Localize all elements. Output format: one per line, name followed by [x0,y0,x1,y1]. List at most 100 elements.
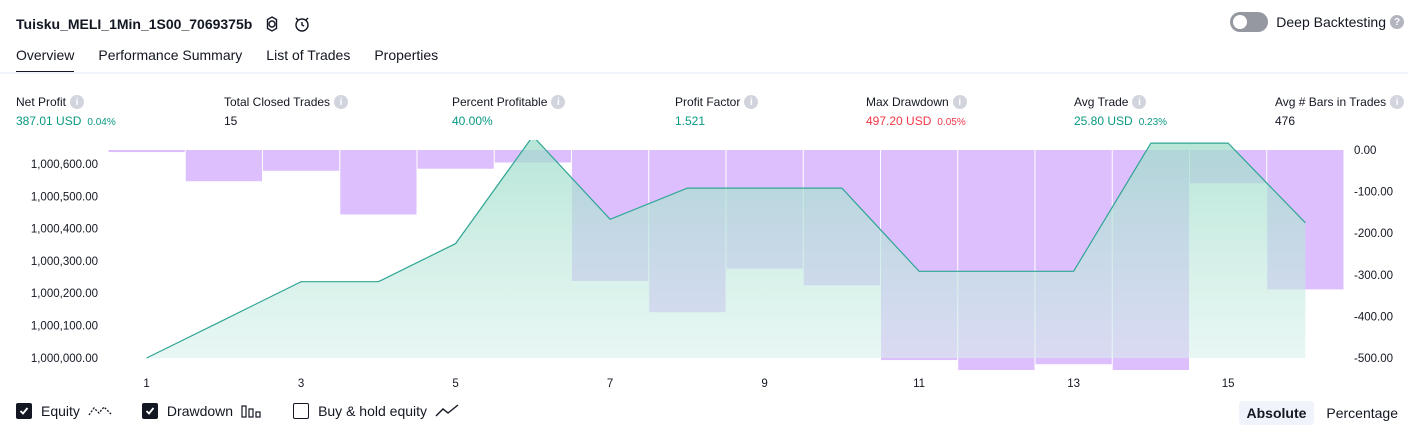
metric-value-text: 476 [1275,114,1296,128]
x-tick-label: 15 [1222,378,1235,390]
metric-value: 476 [1275,114,1404,130]
absolute-button[interactable]: Absolute [1238,401,1315,425]
legend-equity[interactable]: Equity [16,403,112,419]
metric-5: Avg Trade i 25.80 USD 0.23% [1074,94,1167,130]
strategy-title: Tuisku_MELI_1Min_1S00_7069375b [16,16,253,32]
help-icon[interactable]: ? [1390,15,1404,29]
equity-area [146,136,1306,358]
metric-label: Net Profit i [16,94,116,110]
metric-value-text: 25.80 USD [1074,114,1133,128]
metric-value: 40.00% [452,114,565,130]
chart-legend: Equity Drawdown Buy & hold equity [16,403,489,419]
legend-drawdown[interactable]: Drawdown [141,403,263,419]
settings-icon[interactable] [262,14,282,34]
right-tick-label: -300.00 [1354,270,1393,282]
tab-properties[interactable]: Properties [374,47,439,63]
metric-0: Net Profit i 387.01 USD 0.04% [16,94,116,130]
info-icon[interactable]: i [551,95,566,109]
deep-backtesting-toggle[interactable] [1230,12,1269,32]
tab-overview[interactable]: Overview [16,47,75,74]
info-icon[interactable]: i [744,95,759,109]
info-icon[interactable]: i [1390,95,1405,109]
metric-label-text: Avg Trade [1074,95,1129,109]
info-icon[interactable]: i [1132,95,1147,109]
metric-label: Avg # Bars in Trades i [1275,94,1405,110]
x-tick-label: 5 [452,378,458,390]
left-tick-label: 1,000,200.00 [31,288,98,300]
equity-checkbox[interactable] [16,403,32,419]
metric-value-text: 40.00% [452,114,493,128]
left-tick-label: 1,000,000.00 [31,353,98,365]
deep-backtesting-label: Deep Backtesting [1276,14,1386,30]
metric-percent: 0.23% [1138,117,1168,128]
metric-2: Percent Profitable i 40.00% [452,94,566,130]
tab-list-of-trades[interactable]: List of Trades [266,47,351,63]
strategy-header: Tuisku_MELI_1Min_1S00_7069375b [16,12,312,36]
metric-4: Max Drawdown i 497.20 USD 0.05% [866,94,967,130]
left-tick-label: 1,000,500.00 [31,191,98,203]
right-tick-label: -500.00 [1354,353,1393,365]
legend-equity-label: Equity [41,403,80,419]
metric-label: Avg Trade i [1074,94,1167,110]
metric-value: 387.01 USD 0.04% [16,114,116,130]
metric-label-text: Max Drawdown [866,95,949,109]
metric-value-text: 497.20 USD [866,114,932,128]
source-code-icon[interactable] [292,14,312,34]
drawdown-bar-5 [417,150,494,169]
metric-label: Profit Factor i [675,94,759,110]
chart-svg: 1,000,600.00 1,000,500.00 1,000,400.00 1,00… [31,135,1393,390]
metric-label: Max Drawdown i [866,94,967,110]
metric-value: 15 [224,114,348,130]
left-tick-label: 1,000,300.00 [31,256,98,268]
metric-percent: 0.05% [937,117,966,128]
toggle-knob [1233,15,1248,29]
drawdown-checkbox[interactable] [141,403,158,419]
metric-value-text: 1.521 [675,114,706,128]
right-tick-label: -200.00 [1354,228,1393,240]
drawdown-bar-1 [108,150,185,153]
metric-label: Total Closed Trades i [224,94,349,110]
value-mode-switch: Absolute Percentage [1235,401,1407,425]
equity-line [146,135,1306,359]
x-tick-label: 1 [143,378,149,390]
tab-divider [0,72,1408,74]
deep-backtesting: Deep Backtesting ? [1230,12,1404,32]
left-tick-label: 1,000,100.00 [31,321,98,333]
metric-label-text: Percent Profitable [452,95,548,109]
metric-3: Profit Factor i 1.521 [675,94,759,130]
metric-value: 1.521 [675,114,758,130]
percentage-button[interactable]: Percentage [1326,405,1398,421]
x-tick-label: 3 [298,378,304,390]
metric-label-text: Total Closed Trades [224,95,331,109]
info-icon[interactable]: i [334,95,349,109]
legend-buyhold-label: Buy & hold equity [318,403,428,419]
metric-value: 25.80 USD 0.23% [1074,114,1167,130]
metric-label: Percent Profitable i [452,94,566,110]
x-tick-label: 7 [607,378,613,390]
right-tick-label: -100.00 [1354,187,1393,199]
tab-performance-summary[interactable]: Performance Summary [98,47,243,63]
metric-value-text: 15 [224,114,238,128]
legend-drawdown-label: Drawdown [166,403,234,419]
x-tick-label: 13 [1067,378,1080,390]
buyhold-checkbox[interactable] [293,403,310,419]
right-tick-label: 0.00 [1354,145,1376,157]
drawdown-bar-3 [263,150,340,171]
x-tick-label: 11 [913,378,925,390]
metric-percent: 0.04% [87,117,116,128]
info-icon[interactable]: i [70,95,85,109]
report-tabs: Overview Performance Summary List of Tra… [16,47,462,74]
metric-value: 497.20 USD 0.05% [866,114,967,130]
drawdown-bar-2 [185,150,262,182]
legend-buyhold[interactable]: Buy & hold equity [293,403,459,419]
metric-label-text: Profit Factor [675,95,741,109]
right-tick-label: -400.00 [1354,311,1393,323]
equity-chart: 1,000,600.00 1,000,500.00 1,000,400.00 1,00… [0,135,1424,400]
drawdown-bars-icon [241,403,263,419]
x-tick-label: 9 [761,378,767,390]
info-icon[interactable]: i [952,95,967,109]
metric-6: Avg # Bars in Trades i 476 [1275,94,1405,130]
metric-1: Total Closed Trades i 15 [224,94,349,130]
metric-label-text: Avg # Bars in Trades [1275,95,1387,109]
drawdown-bar-4 [340,150,417,215]
